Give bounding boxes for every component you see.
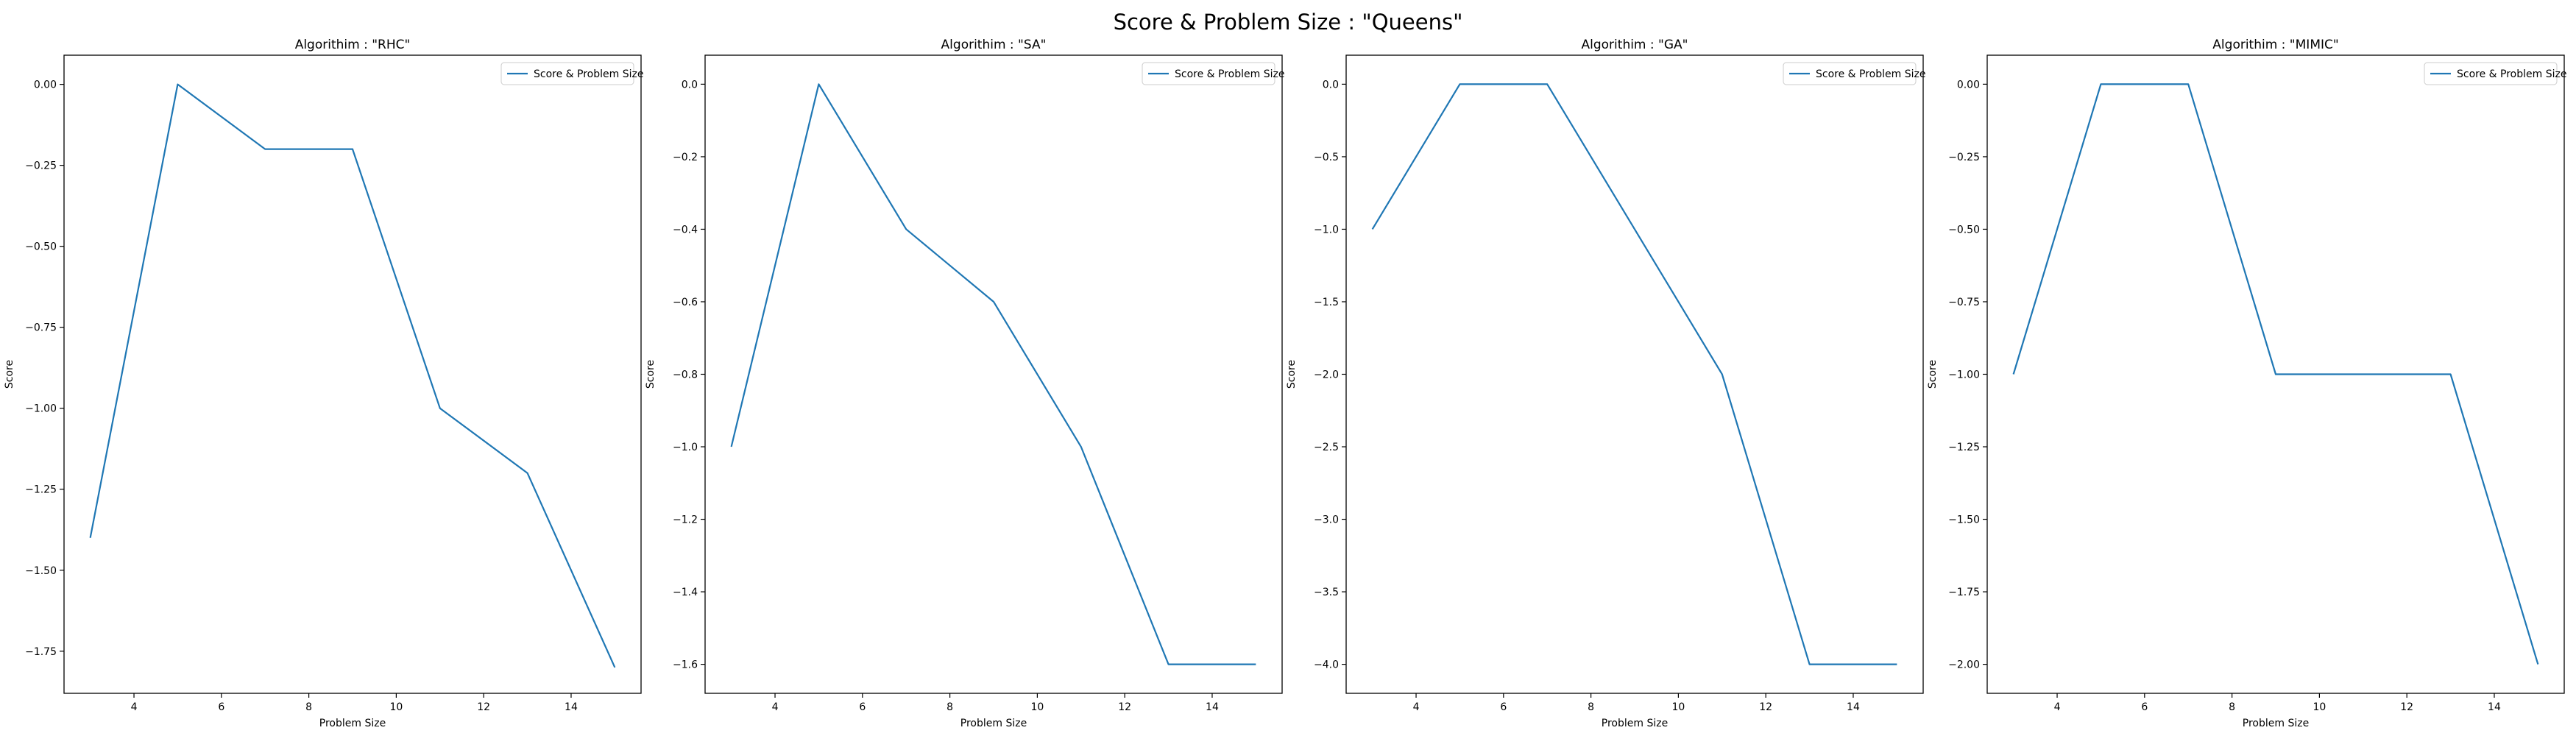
plot-frame (63, 54, 642, 694)
y-tick-label: −1.25 (1948, 442, 1980, 453)
legend-label: Score & Problem Size (1816, 68, 1925, 80)
series-line (730, 83, 1256, 665)
legend: Score & Problem Size (1142, 62, 1284, 85)
x-tick-label: 10 (1671, 701, 1685, 713)
y-axis-label: Score (1286, 360, 1298, 389)
x-tick-label: 6 (218, 701, 224, 713)
y-tick-label: −0.50 (1948, 224, 1980, 236)
x-axis-label: Problem Size (1602, 718, 1668, 729)
chart-title: Algorithim : "GA" (1582, 38, 1688, 52)
y-tick-label: −1.50 (25, 565, 57, 577)
x-tick-label: 14 (1847, 701, 1860, 713)
legend-box (1783, 62, 1917, 85)
y-tick-label: −3.5 (1314, 587, 1339, 598)
legend-box (500, 62, 634, 85)
chart-panel-3: Algorithim : "GA" 4 6 8 10 12 14 0.0 −0.5 −1.0 −1.… (1286, 38, 1925, 729)
chart-title: Algorithim : "SA" (941, 38, 1047, 52)
legend-label: Score & Problem Size (534, 68, 643, 80)
y-tick-label: −0.75 (25, 322, 57, 334)
legend: Score & Problem Size (2424, 62, 2566, 85)
x-tick-label: 14 (1206, 701, 1219, 713)
x-tick-label: 10 (1030, 701, 1044, 713)
x-tick-label: 4 (131, 701, 138, 713)
y-tick-label: −2.00 (1948, 659, 1980, 671)
y-tick-label: −0.2 (673, 152, 698, 163)
x-tick-label: 4 (772, 701, 779, 713)
chart-title: Algorithim : "MIMIC" (2212, 38, 2338, 52)
plot-frame (1345, 54, 1924, 694)
x-tick-label: 14 (565, 701, 578, 713)
y-tick-label: −0.25 (1948, 152, 1980, 163)
y-tick-label: −0.4 (673, 224, 698, 236)
x-tick-label: 10 (2313, 701, 2326, 713)
y-tick-label: 0.0 (682, 79, 698, 91)
y-tick-label: −1.75 (1948, 587, 1980, 598)
y-tick-label: −0.50 (25, 241, 57, 253)
x-tick-label: 10 (389, 701, 403, 713)
legend: Score & Problem Size (1783, 62, 1925, 85)
x-tick-label: 12 (1118, 701, 1131, 713)
y-axis-label: Score (4, 360, 15, 389)
x-tick-label: 14 (2488, 701, 2501, 713)
y-tick-label: −0.5 (1314, 152, 1339, 163)
y-tick-label: −2.0 (1314, 369, 1339, 381)
x-tick-label: 12 (1759, 701, 1772, 713)
y-tick-label: −1.5 (1314, 297, 1339, 308)
y-tick-label: −1.00 (1948, 369, 1980, 381)
x-axis-label: Problem Size (2243, 718, 2309, 729)
y-tick-label: −1.4 (673, 587, 698, 598)
y-tick-label: −1.50 (1948, 514, 1980, 526)
y-tick-label: 0.0 (1323, 79, 1339, 91)
y-tick-label: −1.0 (673, 442, 698, 453)
legend: Score & Problem Size (500, 62, 643, 85)
series-line (89, 83, 616, 668)
figure-title: Score & Problem Size : "Queens" (1114, 10, 1463, 35)
x-tick-label: 8 (1588, 701, 1594, 713)
x-tick-label: 4 (2054, 701, 2061, 713)
chart-panels: Algorithim : "RHC" 4 6 8 10 12 14 0.00 −0.25 −0.5… (4, 38, 2566, 729)
chart-panel-2: Algorithim : "SA" 4 6 8 10 12 14 0.0 −0.2 −0.4 −0.… (645, 38, 1284, 729)
plot-frame (704, 54, 1283, 694)
legend-box (2424, 62, 2558, 85)
x-tick-label: 12 (477, 701, 490, 713)
y-tick-label: −1.2 (673, 514, 698, 526)
x-tick-label: 8 (946, 701, 953, 713)
x-tick-label: 8 (305, 701, 312, 713)
legend-label: Score & Problem Size (2457, 68, 2566, 80)
y-axis-label: Score (1927, 360, 1939, 389)
y-tick-label: −0.6 (673, 297, 698, 308)
chart-panel-4: Algorithim : "MIMIC" 4 6 8 10 12 14 0.00 −0.25 −0… (1927, 38, 2566, 729)
y-tick-label: 0.00 (1957, 79, 1980, 91)
chart-title: Algorithim : "RHC" (295, 38, 411, 52)
legend-box (1142, 62, 1275, 85)
y-tick-label: 0.00 (34, 79, 57, 91)
y-tick-label: −3.0 (1314, 514, 1339, 526)
x-axis-label: Problem Size (319, 718, 386, 729)
y-tick-label: −2.5 (1314, 442, 1339, 453)
y-tick-label: −1.75 (25, 646, 57, 658)
y-tick-label: −4.0 (1314, 659, 1339, 671)
x-tick-label: 6 (1500, 701, 1507, 713)
y-tick-label: −1.00 (25, 403, 57, 415)
series-line (2012, 83, 2539, 665)
y-tick-label: −1.25 (25, 484, 57, 496)
x-tick-label: 12 (2400, 701, 2413, 713)
chart-panel-1: Algorithim : "RHC" 4 6 8 10 12 14 0.00 −0.25 −0.5… (4, 38, 643, 729)
x-axis-label: Problem Size (960, 718, 1027, 729)
y-tick-label: −1.6 (673, 659, 698, 671)
x-tick-label: 6 (2141, 701, 2148, 713)
x-tick-label: 6 (859, 701, 866, 713)
y-tick-label: −0.8 (673, 369, 698, 381)
x-tick-label: 8 (2229, 701, 2235, 713)
y-tick-label: −1.0 (1314, 224, 1339, 236)
y-tick-label: −0.25 (25, 160, 57, 172)
y-tick-label: −0.75 (1948, 297, 1980, 308)
x-tick-label: 4 (1413, 701, 1420, 713)
y-axis-label: Score (645, 360, 657, 389)
series-line (1371, 83, 1897, 665)
legend-label: Score & Problem Size (1175, 68, 1284, 80)
